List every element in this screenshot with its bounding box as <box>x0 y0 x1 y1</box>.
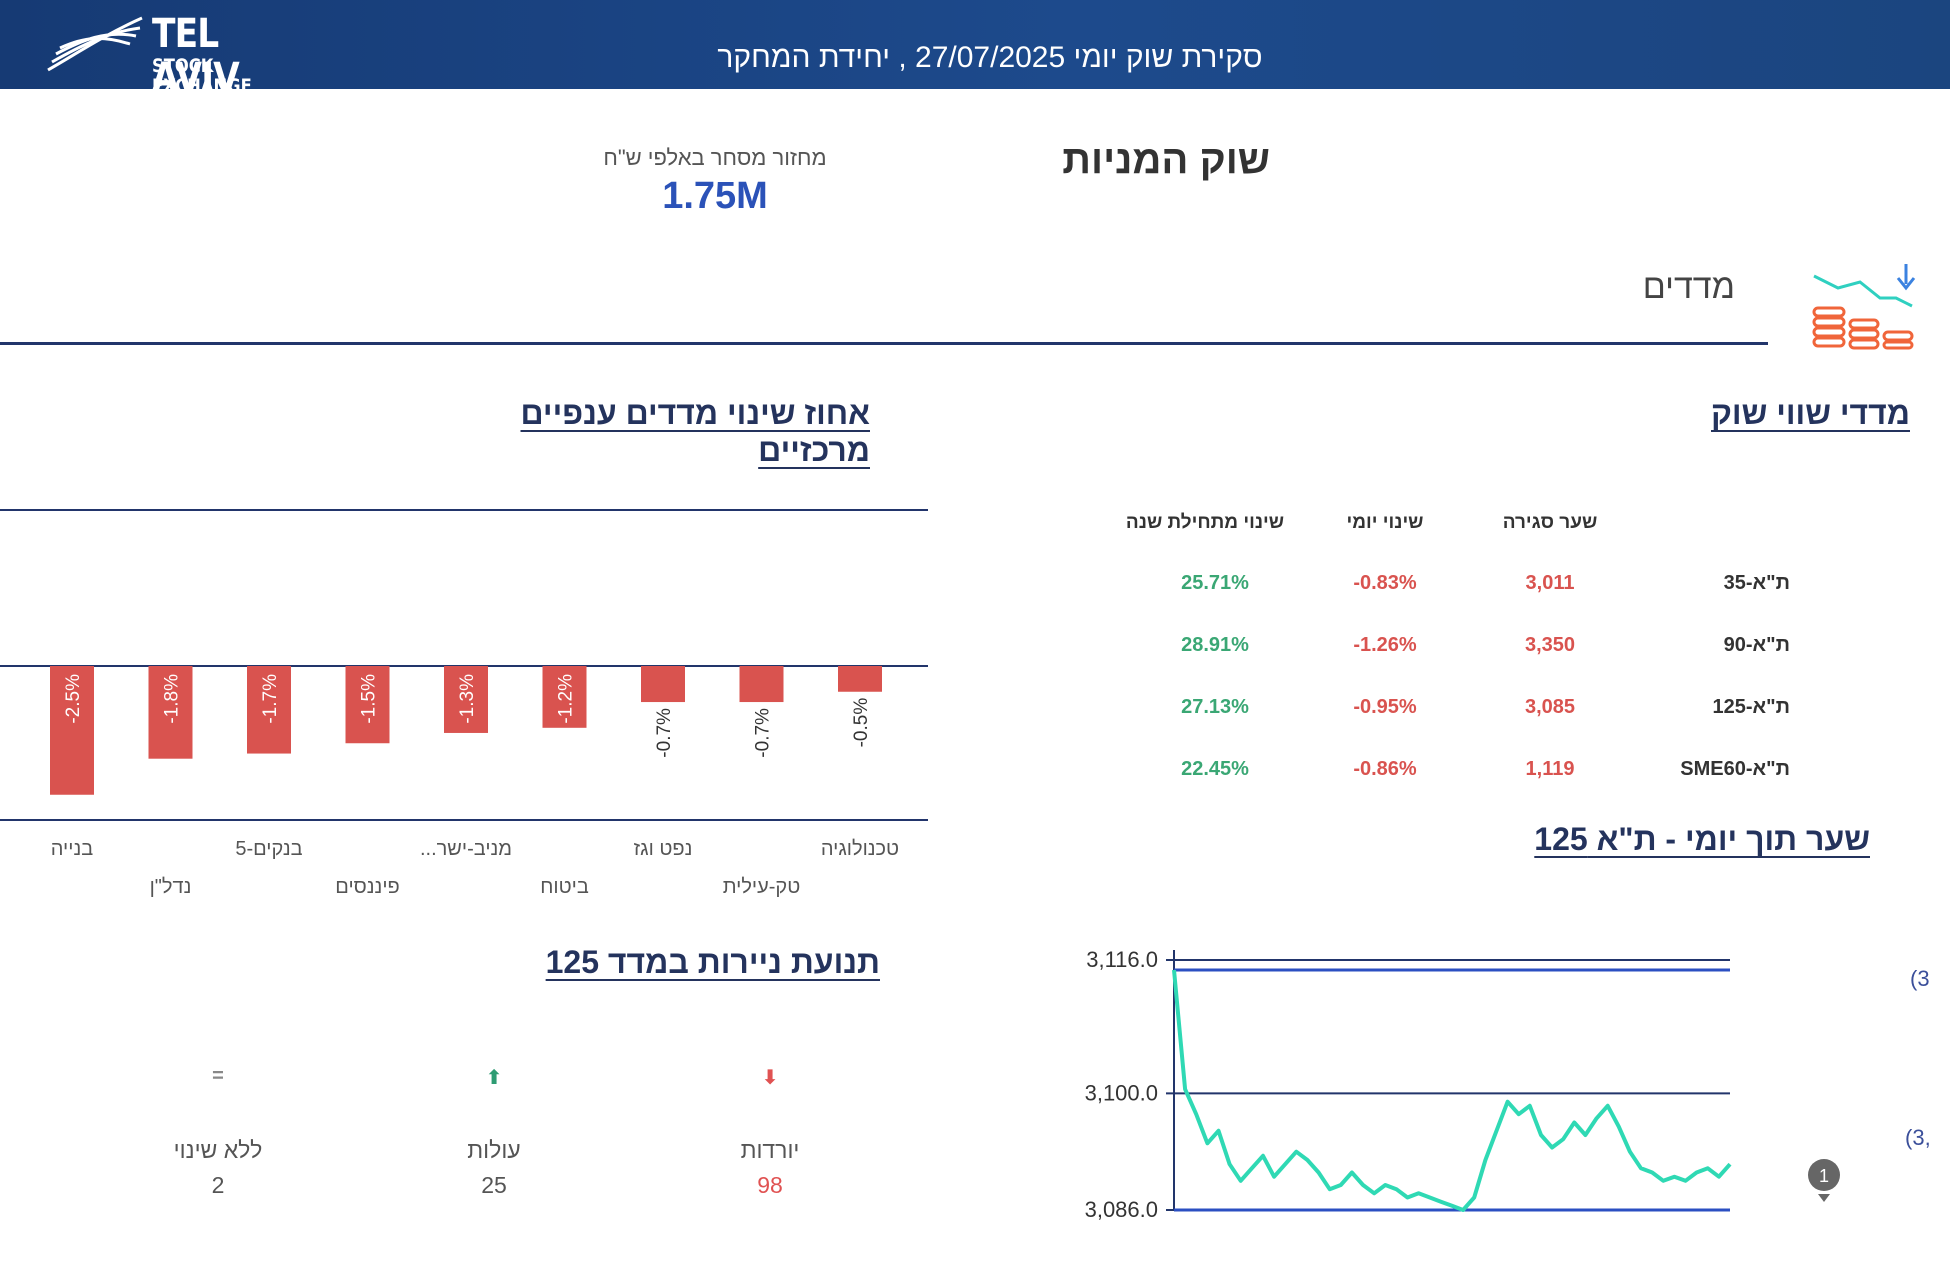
arrow-up-icon: ⬆ <box>485 1067 503 1089</box>
bar-value-label: -0.7% <box>654 708 675 758</box>
col-header-ytd: שינוי מתחילת שנה <box>1125 512 1285 533</box>
bar <box>838 666 882 692</box>
equals-icon: = <box>212 1065 224 1087</box>
move-count: 2 <box>211 1172 225 1198</box>
intraday-chart-heading: שער תוך יומי - ת"א 125 <box>1534 821 1870 857</box>
bar <box>50 666 94 795</box>
bar-value-label: -0.5% <box>851 698 872 748</box>
turnover-label: מחזור מסחר באלפי ש"ח <box>603 145 827 170</box>
annotation-marker-label: 1 <box>1819 1166 1829 1186</box>
move-unchanged: = ללא שינוי 2 <box>138 1065 298 1199</box>
move-label: יורדות <box>740 1137 800 1163</box>
bar <box>739 666 784 703</box>
table-row: ת"א-125 3,085 -0.95% 27.13% <box>1080 688 1790 728</box>
sector-chart-heading: אחוז שינוי מדדים ענפיים מרכזיים <box>520 395 870 468</box>
bar <box>148 666 193 759</box>
series-line <box>1172 969 1732 1212</box>
x-tick-label: בנייה <box>51 838 93 860</box>
index-name: ת"א-125 <box>1712 696 1790 718</box>
tase-logo: TEL AVIV STOCK EXCHANGE <box>46 12 316 100</box>
index-daily-change: -0.83% <box>1353 572 1417 594</box>
report-title: סקירת שוק יומי 27/07/2025 , יחידת המחקר <box>717 41 1263 74</box>
section-divider <box>0 342 1768 345</box>
min-label: מינימלי (3,086.0) <box>1905 1125 1930 1150</box>
table-row: ת"א-90 3,350 -1.26% 28.91% <box>1080 626 1790 666</box>
index-name: ת"א-SME60 <box>1680 758 1790 780</box>
arrow-down-icon: ⬇ <box>761 1067 779 1089</box>
col-header-daily: שינוי יומי <box>1346 512 1424 533</box>
bar-value-label: -1.5% <box>359 674 380 724</box>
bar-value-label: -1.3% <box>457 674 478 724</box>
indices-section-label: מדדים <box>1642 268 1735 306</box>
bar <box>542 666 587 728</box>
move-up: ⬆ עולות 25 <box>414 1065 574 1199</box>
y-tick-label: 3,100.0 <box>1085 1080 1158 1105</box>
move-label: ללא שינוי <box>173 1137 263 1163</box>
x-tick-label: נדל"ן <box>150 876 192 898</box>
x-tick-label: מניב-ישר... <box>420 838 512 860</box>
y-tick-label: 3,086.0 <box>1085 1197 1158 1222</box>
index-close: 3,350 <box>1524 634 1576 656</box>
y-tick-label: 3,116.0 <box>1086 947 1158 972</box>
x-tick-label: ביטוח <box>540 876 589 898</box>
turnover-value: 1.75M <box>662 175 768 217</box>
bar <box>444 666 488 733</box>
annotation-marker[interactable] <box>1808 1159 1840 1191</box>
market-title: שוק המניות <box>1062 138 1270 182</box>
index-ytd-change: 28.91% <box>1181 634 1249 656</box>
index-daily-change: -0.95% <box>1353 696 1417 718</box>
sector-bar-chart: -2.5% בנייה -1.8% נדל"ן -1.7% בנקים-5 -1.5% פינ… <box>0 509 928 898</box>
bar-value-label: -0.7% <box>753 708 774 758</box>
bar <box>641 666 685 703</box>
intraday-line-chart: 3,116.0 3,100.0 3,086.0 מקסימלי (3,114.8) מי… <box>1085 947 1930 1222</box>
x-tick-label: נפט וגז <box>634 838 693 860</box>
header-bar: TEL AVIV STOCK EXCHANGE סקירת שוק יומי 2… <box>0 0 1950 100</box>
index-ytd-change: 22.45% <box>1181 758 1249 780</box>
index-ytd-change: 27.13% <box>1181 696 1249 718</box>
x-tick-label: בנקים-5 <box>235 838 302 860</box>
max-label: מקסימלי (3,114.8) <box>1910 966 1930 991</box>
index-close: 3,085 <box>1524 696 1576 718</box>
bar-value-label: -1.2% <box>556 674 577 724</box>
table-row: ת"א-SME60 1,119 -0.86% 22.45% <box>1080 750 1790 790</box>
col-header-close: שער סגירה <box>1502 512 1598 533</box>
x-tick-label: טק-עילית <box>723 876 801 898</box>
move-down: ⬇ יורדות 98 <box>690 1065 850 1199</box>
table-row: ת"א-35 3,011 -0.83% 25.71% <box>1080 564 1790 604</box>
x-tick-label: טכנולוגיה <box>821 838 899 860</box>
bar-value-label: -2.5% <box>63 674 84 724</box>
bar-value-label: -1.7% <box>260 674 281 724</box>
logo-wave-icon <box>47 16 143 72</box>
move-label: עולות <box>467 1137 521 1163</box>
move-count: 25 <box>481 1172 507 1198</box>
bar-value-label: -1.8% <box>162 674 183 724</box>
index-close: 3,011 <box>1525 572 1575 594</box>
chart-down-coins-icon <box>1812 264 1916 350</box>
bar <box>247 666 291 754</box>
x-tick-label: פיננסים <box>335 876 399 898</box>
index-ytd-change: 25.71% <box>1181 572 1249 594</box>
bar <box>345 666 390 744</box>
index-close: 1,119 <box>1525 758 1575 780</box>
logo-title: TEL AVIV <box>152 11 240 101</box>
market-indices-heading: מדדי שווי שוק <box>1711 395 1910 431</box>
index-name: ת"א-35 <box>1723 572 1790 594</box>
marker-pointer-icon <box>1818 1194 1830 1202</box>
index-name: ת"א-90 <box>1723 634 1790 656</box>
index-daily-change: -1.26% <box>1353 634 1417 656</box>
index-daily-change: -0.86% <box>1353 758 1417 780</box>
move-count: 98 <box>757 1172 783 1198</box>
logo-subtitle: STOCK EXCHANGE <box>152 55 252 97</box>
moves-heading: תנועת ניירות במדד 125 <box>545 944 880 980</box>
